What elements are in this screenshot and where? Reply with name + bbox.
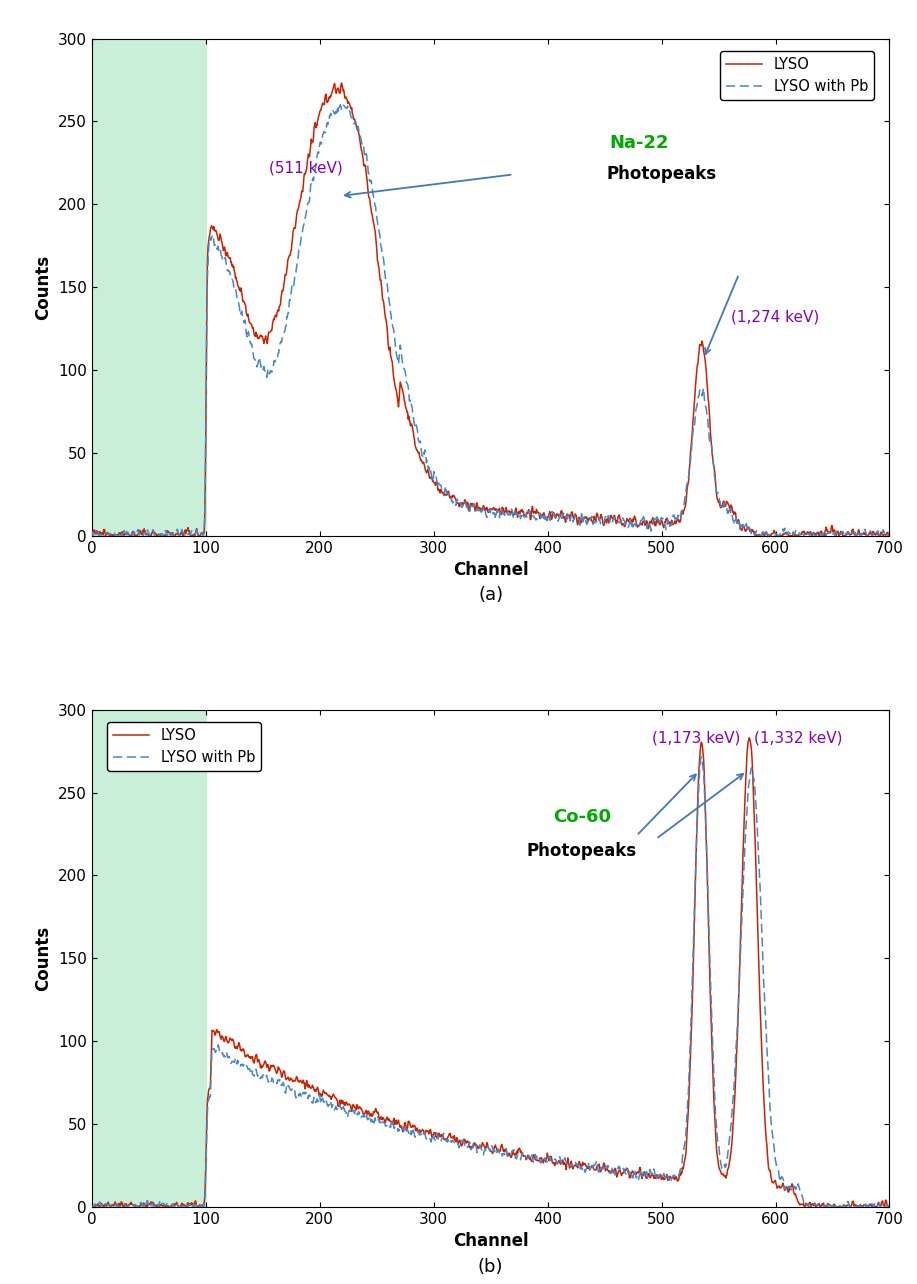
LYSO with Pb	[337, 96, 348, 112]
LYSO with Pb	[86, 1199, 97, 1215]
LYSO	[455, 1134, 466, 1149]
Line: LYSO: LYSO	[92, 83, 889, 535]
LYSO with Pb	[362, 157, 373, 172]
Line: LYSO: LYSO	[92, 738, 889, 1207]
Text: Co-60: Co-60	[553, 809, 611, 827]
LYSO	[735, 519, 746, 534]
LYSO with Pb	[734, 969, 745, 985]
LYSO	[744, 731, 755, 746]
LYSO	[86, 528, 97, 543]
Text: (511 keV): (511 keV)	[269, 160, 343, 176]
LYSO	[873, 1195, 884, 1211]
LYSO	[506, 505, 517, 520]
Text: (1,274 keV): (1,274 keV)	[732, 309, 820, 325]
LYSO with Pb	[280, 1085, 291, 1100]
Text: (1,173 keV): (1,173 keV)	[652, 731, 740, 746]
Line: LYSO with Pb: LYSO with Pb	[92, 104, 889, 535]
Y-axis label: Counts: Counts	[34, 926, 52, 991]
Text: (1,332 keV): (1,332 keV)	[754, 731, 843, 746]
Text: Photopeaks: Photopeaks	[526, 841, 636, 859]
LYSO with Pb	[361, 1107, 372, 1122]
LYSO with Pb	[873, 526, 884, 542]
Legend: LYSO, LYSO with Pb: LYSO, LYSO with Pb	[107, 722, 261, 770]
LYSO with Pb	[86, 524, 97, 539]
LYSO	[336, 76, 347, 91]
Text: Photopeaks: Photopeaks	[606, 166, 716, 184]
Y-axis label: Counts: Counts	[34, 254, 52, 320]
LYSO with Pb	[884, 528, 895, 543]
LYSO	[280, 267, 291, 282]
LYSO	[873, 528, 884, 543]
Text: (b): (b)	[478, 1257, 503, 1275]
LYSO	[456, 496, 467, 511]
LYSO with Pb	[280, 318, 291, 334]
LYSO with Pb	[506, 501, 517, 516]
LYSO	[504, 1148, 515, 1163]
LYSO	[884, 528, 895, 543]
LYSO with Pb	[873, 1197, 884, 1212]
Bar	[92, 710, 205, 1207]
LYSO	[280, 1067, 291, 1082]
Text: Na-22: Na-22	[609, 134, 668, 152]
LYSO	[362, 178, 373, 194]
LYSO	[734, 981, 745, 996]
LYSO	[86, 1199, 97, 1215]
LYSO	[884, 1199, 895, 1215]
X-axis label: Channel: Channel	[453, 561, 528, 579]
LYSO	[361, 1103, 372, 1118]
LYSO with Pb	[504, 1148, 515, 1163]
Line: LYSO with Pb: LYSO with Pb	[92, 756, 889, 1207]
LYSO	[104, 528, 115, 543]
LYSO with Pb	[92, 528, 103, 543]
LYSO with Pb	[456, 498, 467, 514]
LYSO with Pb	[735, 523, 746, 538]
LYSO with Pb	[696, 749, 707, 764]
Bar	[92, 39, 205, 535]
Text: (a): (a)	[478, 587, 503, 605]
X-axis label: Channel: Channel	[453, 1233, 528, 1251]
Legend: LYSO, LYSO with Pb: LYSO, LYSO with Pb	[720, 51, 874, 100]
LYSO with Pb	[884, 1198, 895, 1213]
LYSO with Pb	[455, 1136, 466, 1152]
